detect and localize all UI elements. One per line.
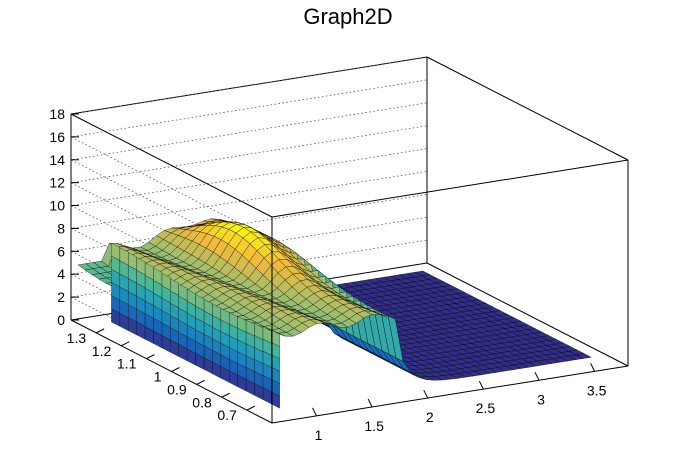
- y-tick: [95, 328, 105, 334]
- y-tick-label: 1.3: [67, 330, 87, 346]
- x-tick: [478, 380, 484, 390]
- z-tick-label: 18: [49, 106, 65, 122]
- y-axis: 0.7 0.8 0.9 1 1.1 1.2 1.3: [67, 328, 256, 423]
- x-tick-label: 3.5: [587, 382, 607, 398]
- y-tick-label: 1.1: [117, 356, 137, 372]
- box-edge: [271, 159, 629, 218]
- x-tick: [367, 398, 373, 408]
- box-edge: [70, 113, 273, 218]
- z-axis: 0 2 4 6 8 10 12 14 16 18: [49, 106, 79, 328]
- surface-wall-cell: [254, 323, 264, 340]
- surface-wall-cell: [237, 315, 247, 333]
- surface-wall-cell: [111, 242, 120, 261]
- z-tick-label: 2: [57, 289, 65, 305]
- z-tick-label: 4: [57, 266, 65, 282]
- surface-wall-cell: [245, 319, 255, 337]
- y-tick: [196, 379, 205, 385]
- box-edge: [426, 262, 629, 367]
- surface-cell: [575, 353, 592, 359]
- y-tick-label: 0.7: [217, 407, 237, 423]
- z-tick-label: 6: [57, 243, 65, 259]
- x-tick-label: 2.5: [476, 400, 496, 416]
- z-tick-label: 10: [49, 198, 65, 214]
- y-tick-label: 0.8: [192, 394, 212, 410]
- x-tick-label: 3: [537, 391, 545, 407]
- surface-wall-cell: [262, 326, 272, 344]
- y-tick: [246, 405, 256, 411]
- y-tick: [221, 392, 230, 398]
- x-axis: 1 1.5 2 2.5 3 3.5: [312, 363, 607, 443]
- z-gridline: [69, 79, 428, 241]
- surface-wall-cell: [271, 329, 280, 347]
- box-edge: [271, 365, 629, 424]
- x-tick: [534, 372, 540, 381]
- box-edge: [426, 56, 629, 161]
- y-tick: [121, 341, 130, 347]
- x-tick-label: 1.5: [364, 418, 384, 434]
- y-tick-label: 0.9: [167, 381, 187, 397]
- box-edge: [70, 56, 428, 115]
- y-tick: [171, 367, 180, 372]
- surface-mesh: [77, 218, 592, 409]
- x-tick: [423, 389, 429, 399]
- z-tick-label: 12: [49, 175, 65, 191]
- chart-title: Graph2D: [303, 4, 393, 29]
- z-tick-label: 16: [49, 129, 65, 145]
- y-tick-label: 1: [154, 369, 162, 385]
- y-tick: [146, 354, 155, 360]
- x-tick: [312, 407, 317, 417]
- y-tick-label: 1.2: [92, 343, 112, 359]
- z-gridline: [69, 56, 428, 218]
- x-tick: [590, 363, 596, 372]
- x-tick-label: 2: [426, 409, 434, 425]
- z-tick-label: 0: [57, 312, 65, 328]
- z-tick-label: 8: [57, 220, 65, 236]
- z-tick-label: 14: [49, 152, 65, 168]
- x-tick-label: 1: [315, 427, 323, 443]
